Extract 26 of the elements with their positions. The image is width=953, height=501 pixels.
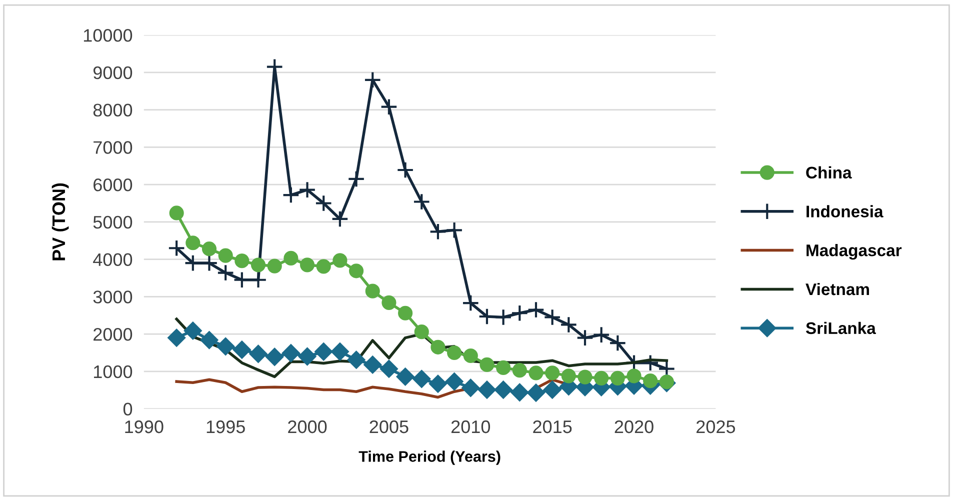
x-tick-label: 1990 [125,420,164,434]
legend-label: Vietnam [806,282,869,296]
y-tick-label: 3000 [93,290,132,304]
y-tick-label: 8000 [93,104,132,117]
x-tick-label: 2005 [370,420,408,434]
x-tick-label: 2010 [451,420,490,434]
y-tick-label: 0 [123,402,132,416]
y-tick-label: 2000 [94,328,132,341]
legend-label: Madagascar [806,244,902,260]
y-tick-label: 1000 [94,365,132,378]
y-tick-label: 5000 [93,216,132,229]
y-tick-label: 4000 [93,253,132,266]
x-tick-label: 2025 [696,420,736,434]
legend-label: SriLanka [806,322,876,334]
y-tick-label: 7000 [94,141,132,154]
legend-label: Indonesia [806,205,884,218]
x-tick-label: 1995 [206,420,245,434]
y-tick-label: 9000 [93,66,132,80]
legend-label: China [806,166,852,179]
y-tick-label: 6000 [94,178,132,192]
x-tick-label: 2020 [614,420,654,434]
x-axis-title: Time Period (Years) [358,450,500,465]
x-tick-label: 2000 [288,420,327,434]
y-axis-title: PV (TON) [52,183,69,260]
y-tick-label: 10000 [84,29,132,42]
x-tick-label: 2015 [533,420,572,434]
